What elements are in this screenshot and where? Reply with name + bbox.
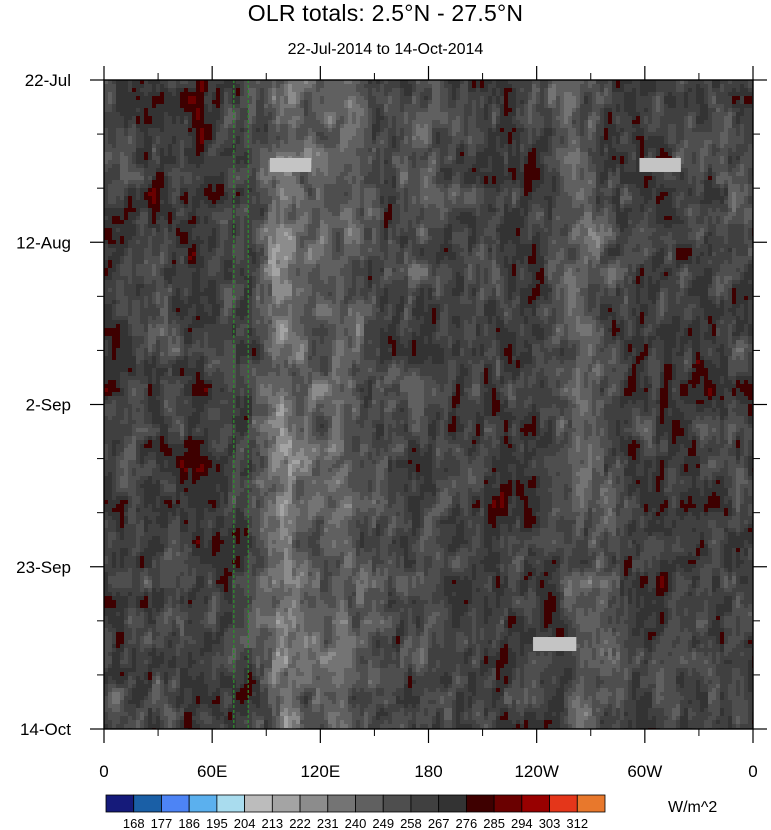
- colorbar-level-label: 204: [234, 816, 256, 830]
- x-tick-label: 0: [748, 762, 757, 781]
- colorbar-level-label: 294: [511, 816, 533, 830]
- colorbar-swatch: [521, 794, 550, 813]
- x-tick-label: 180: [414, 762, 442, 781]
- x-tick-label: 120W: [514, 762, 558, 781]
- colorbar-level-label: 276: [456, 816, 478, 830]
- colorbar-swatch: [271, 794, 301, 813]
- heatmap-cells: [104, 80, 754, 730]
- colorbar-level-label: 213: [261, 816, 283, 830]
- colorbar-units: W/m^2: [668, 799, 717, 817]
- colorbar-level-label: 195: [206, 816, 228, 830]
- colorbar-swatch: [161, 794, 190, 813]
- colorbar-swatch: [133, 794, 162, 813]
- colorbar-level-label: 186: [178, 816, 200, 830]
- colorbar-swatch: [327, 794, 356, 813]
- y-tick-label: 22-Jul: [25, 71, 71, 90]
- missing-data-bar-0: [269, 157, 312, 172]
- y-tick-label: 2-Sep: [26, 396, 71, 415]
- x-tick-label: 0: [99, 762, 108, 781]
- x-tick-label: 60E: [197, 762, 227, 781]
- chart-title: OLR totals: 2.5°N - 27.5°N: [0, 0, 771, 27]
- y-tick-label: 14-Oct: [20, 720, 71, 739]
- colorbar-swatch: [410, 794, 440, 813]
- colorbar-level-label: 231: [317, 816, 339, 830]
- colorbar-swatch: [105, 794, 135, 813]
- colorbar-level-label: 258: [400, 816, 422, 830]
- colorbar-swatch: [216, 794, 246, 813]
- colorbar-level-label: 312: [566, 816, 588, 830]
- colorbar-level-label: 303: [539, 816, 561, 830]
- colorbar-swatch: [244, 794, 273, 813]
- colorbar-level-label: 267: [428, 816, 450, 830]
- colorbar-level-label: 285: [483, 816, 505, 830]
- colorbar-level-label: 249: [372, 816, 394, 830]
- colorbar-swatch: [438, 794, 467, 813]
- missing-data-bar-1: [639, 157, 681, 172]
- chart-subtitle: 22-Jul-2014 to 14-Oct-2014: [0, 41, 771, 59]
- y-tick-label: 23-Sep: [16, 558, 71, 577]
- colorbar-swatch: [299, 794, 329, 813]
- missing-data-bar-2: [533, 637, 577, 652]
- x-tick-label: 60W: [627, 762, 662, 781]
- colorbar-swatch: [549, 794, 578, 813]
- colorbar-swatch: [465, 794, 495, 813]
- colorbar-swatch: [188, 794, 218, 813]
- colorbar-level-label: 222: [289, 816, 311, 830]
- y-tick-label: 12-Aug: [16, 233, 71, 252]
- colorbar-swatch: [493, 794, 523, 813]
- colorbar-level-label: 177: [151, 816, 173, 830]
- colorbar-swatch: [576, 794, 606, 813]
- colorbar-level-label: 168: [123, 816, 145, 830]
- colorbar-swatch: [355, 794, 384, 813]
- colorbar-swatch: [382, 794, 412, 813]
- x-tick-label: 120E: [300, 762, 340, 781]
- colorbar-level-label: 240: [345, 816, 367, 830]
